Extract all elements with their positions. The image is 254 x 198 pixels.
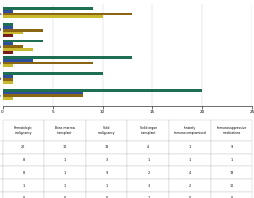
Bar (3, 81, 12, 84)
Bar (3, 72, 102, 75)
Bar (3, 78, 12, 81)
Bar (3, 51, 12, 54)
Bar (3, 75, 12, 78)
Bar (3, 23, 12, 26)
Bar (3, 29, 42, 32)
Bar (3, 26, 12, 29)
Bar (3, 34, 12, 37)
Bar (3, 56, 132, 59)
Bar (3, 59, 33, 62)
Bar (3, 97, 12, 100)
Bar (3, 45, 22, 48)
Bar (3, 12, 132, 15)
Bar (3, 32, 22, 34)
Bar (3, 7, 92, 10)
Bar (3, 91, 82, 94)
Bar (3, 48, 33, 51)
Bar (3, 15, 102, 18)
Bar (3, 62, 92, 64)
Bar (3, 42, 12, 45)
Bar (3, 40, 42, 42)
Bar (3, 89, 202, 91)
Bar (3, 64, 12, 67)
Bar (3, 94, 82, 97)
Bar (3, 10, 12, 12)
